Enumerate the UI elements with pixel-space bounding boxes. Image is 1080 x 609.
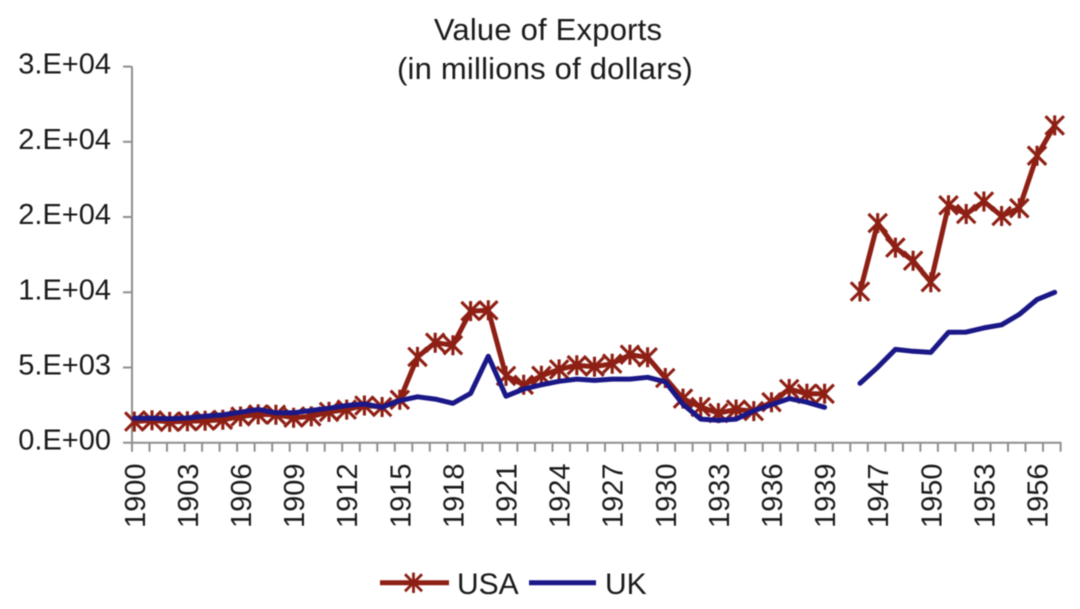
- svg-text:USA: USA: [457, 568, 519, 601]
- svg-text:1936: 1936: [757, 463, 789, 528]
- svg-text:Value of Exports: Value of Exports: [434, 12, 662, 47]
- svg-text:1956: 1956: [1023, 463, 1055, 528]
- svg-text:2.E+04: 2.E+04: [18, 199, 111, 231]
- svg-text:1.E+04: 1.E+04: [18, 274, 111, 306]
- svg-text:1953: 1953: [969, 463, 1001, 528]
- svg-text:UK: UK: [605, 568, 647, 601]
- svg-text:1921: 1921: [492, 463, 524, 528]
- svg-text:1906: 1906: [226, 463, 258, 528]
- svg-text:1924: 1924: [545, 463, 577, 528]
- svg-text:3.E+04: 3.E+04: [18, 49, 111, 81]
- svg-text:1933: 1933: [704, 463, 736, 528]
- svg-text:5.E+03: 5.E+03: [18, 350, 111, 382]
- svg-text:1912: 1912: [332, 463, 364, 528]
- svg-text:1927: 1927: [598, 463, 630, 528]
- svg-text:1950: 1950: [916, 463, 948, 528]
- svg-text:1918: 1918: [438, 463, 470, 528]
- svg-text:2.E+04: 2.E+04: [18, 124, 111, 156]
- svg-text:1915: 1915: [385, 463, 417, 528]
- svg-text:(in millions of dollars): (in millions of dollars): [397, 51, 693, 86]
- svg-text:1903: 1903: [173, 463, 205, 528]
- svg-text:1939: 1939: [810, 463, 842, 528]
- svg-text:1930: 1930: [651, 463, 683, 528]
- svg-text:1900: 1900: [120, 463, 152, 528]
- svg-text:1947: 1947: [863, 463, 895, 528]
- svg-text:0.E+00: 0.E+00: [18, 425, 111, 457]
- svg-text:1909: 1909: [279, 463, 311, 528]
